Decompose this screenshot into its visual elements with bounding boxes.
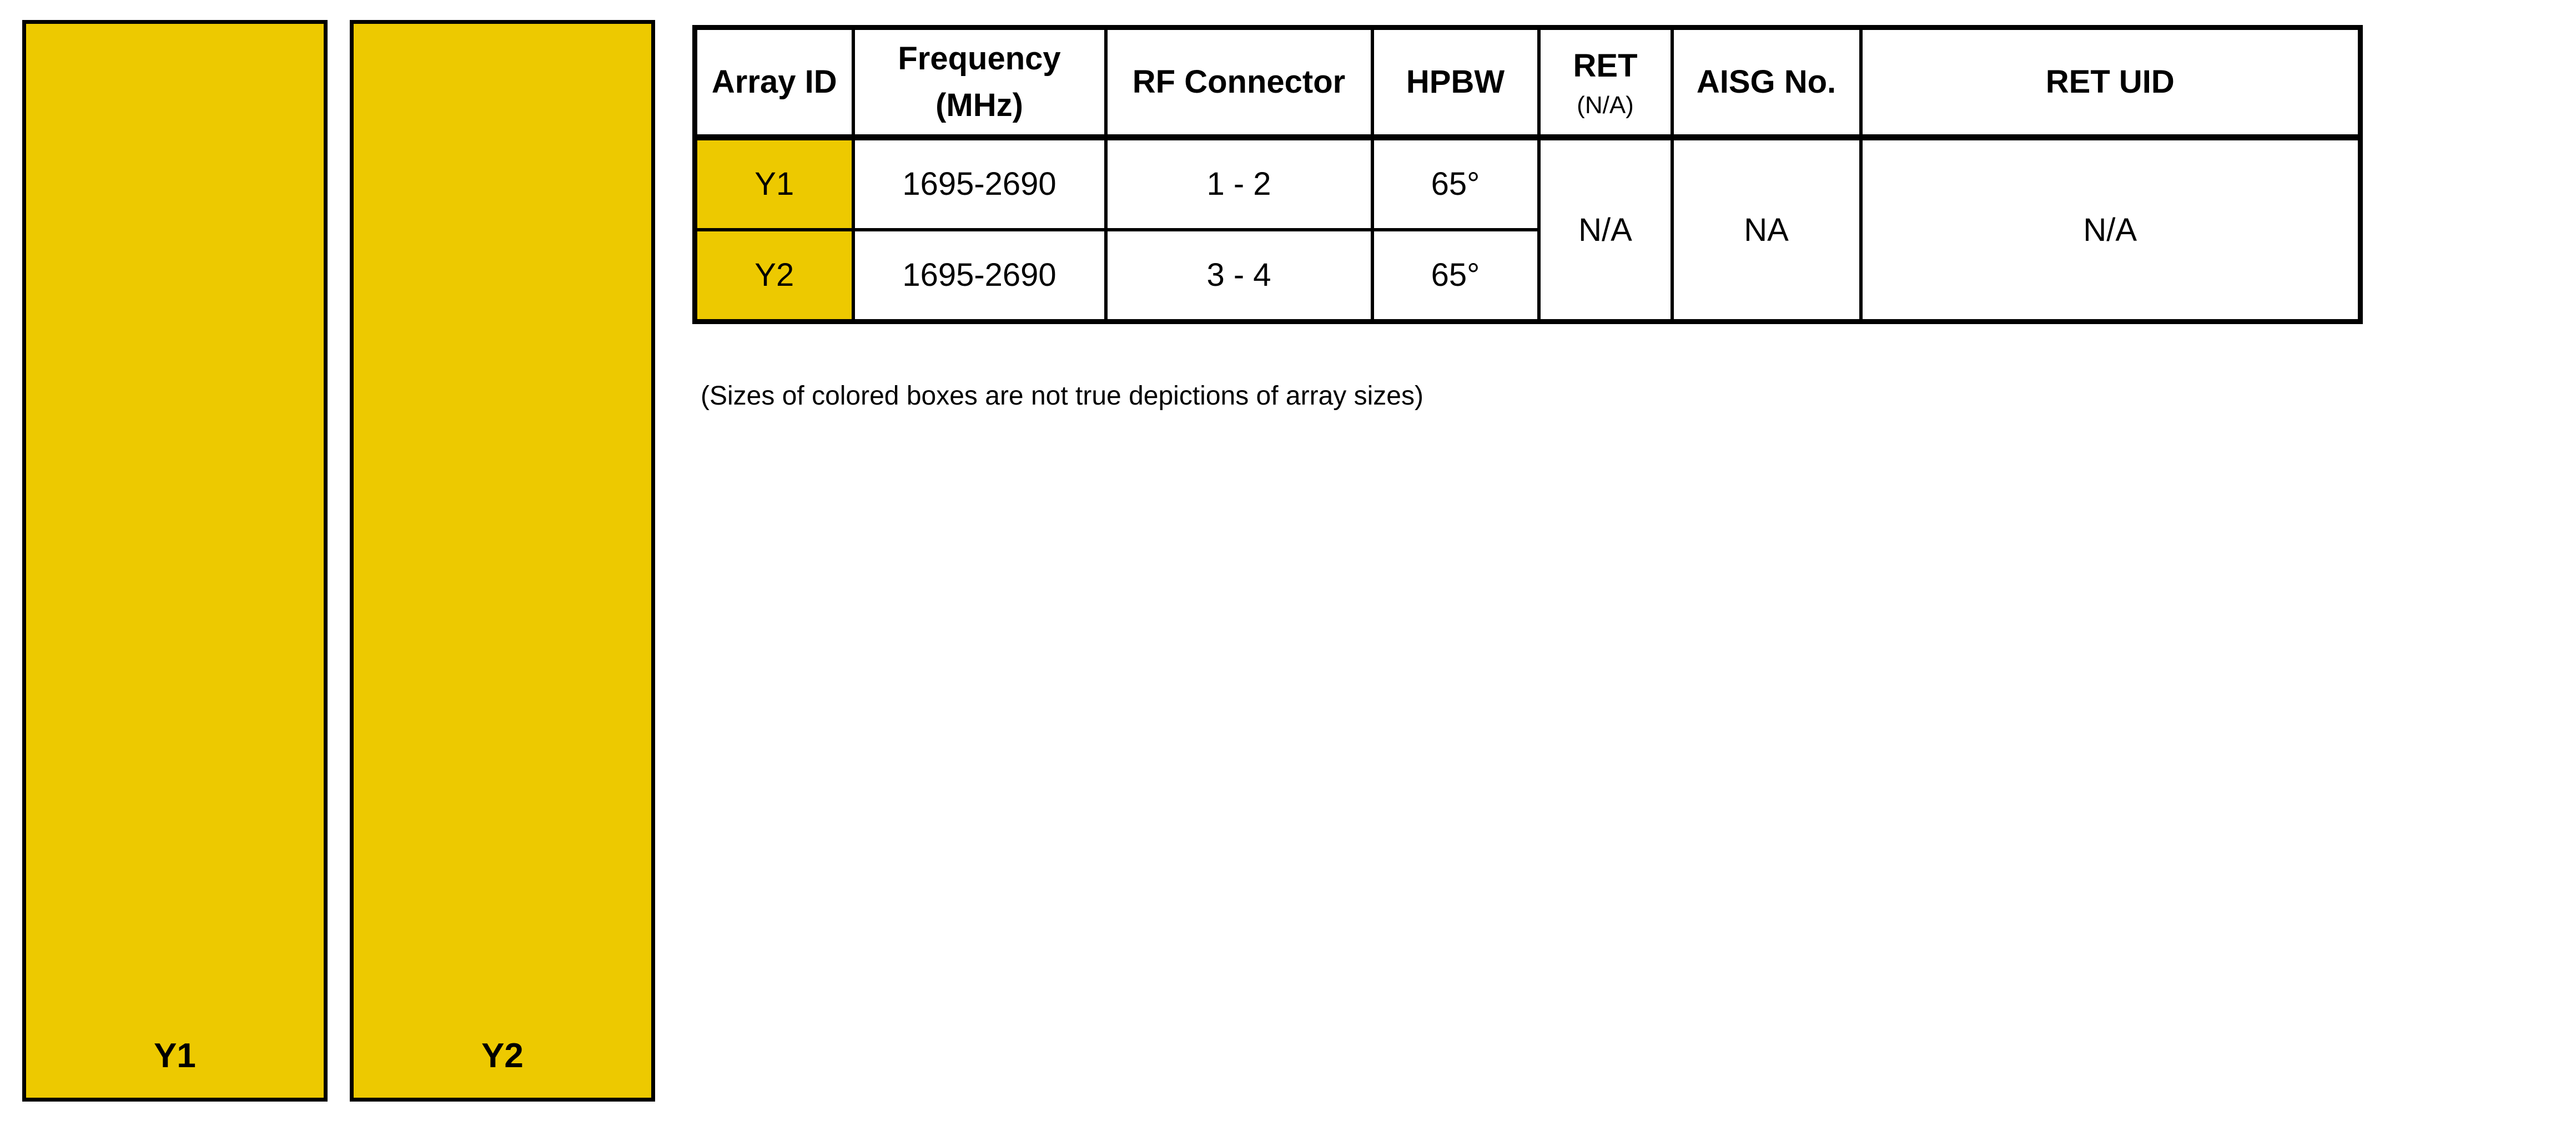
col-header-aisg-no-label: AISG No. (1696, 63, 1837, 100)
cell-merged-ret: N/A (1537, 135, 1674, 324)
cell-merged-ret-uid: N/A (1859, 135, 2362, 324)
array-box-y2: Y2 (350, 20, 655, 1102)
table-row-y2: Y2 1695-2690 3 - 4 65° (693, 228, 2361, 324)
cell-y1-frequency: 1695-2690 (851, 135, 1108, 231)
cell-y2-frequency: 1695-2690 (851, 228, 1108, 324)
col-header-frequency-unit: (MHz) (935, 87, 1023, 123)
col-header-aisg-no: AISG No. (1670, 26, 1863, 140)
col-header-ret: RET (N/A) (1537, 26, 1674, 140)
cell-y2-hpbw: 65° (1370, 228, 1541, 324)
col-header-array-id: Array ID (693, 26, 855, 140)
array-size-note: (Sizes of colored boxes are not true dep… (701, 381, 1423, 411)
array-box-y1-label: Y1 (154, 1037, 196, 1075)
array-box-y2-label: Y2 (481, 1037, 524, 1075)
table-row-y1: Y1 1695-2690 1 - 2 65° N/A NA N/A (693, 135, 2362, 324)
cell-y2-array-id: Y2 (693, 228, 855, 324)
col-header-array-id-label: Array ID (711, 63, 837, 100)
cell-y1-array-id: Y1 (693, 135, 855, 231)
col-header-ret-sublabel: (N/A) (1577, 92, 1634, 119)
col-header-rf-connector: RF Connector (1104, 26, 1374, 140)
spec-table: Array ID Frequency (MHz) RF Connector HP… (692, 25, 2363, 324)
col-header-frequency: Frequency (MHz) (851, 26, 1108, 140)
cell-y1-hpbw: 65° (1370, 135, 1541, 231)
col-header-ret-label: RET (1573, 48, 1638, 84)
col-header-hpbw: HPBW (1370, 26, 1541, 140)
cell-y2-rf-connector: 3 - 4 (1104, 228, 1374, 324)
col-header-ret-uid-label: RET UID (2045, 63, 2175, 100)
cell-merged-aisg-no: NA (1670, 135, 1863, 324)
col-header-frequency-label: Frequency (898, 40, 1061, 77)
col-header-rf-connector-label: RF Connector (1132, 63, 1346, 100)
col-header-hpbw-label: HPBW (1406, 63, 1505, 100)
spec-table-header-row: Array ID Frequency (MHz) RF Connector HP… (693, 26, 2362, 140)
col-header-ret-uid: RET UID (1859, 26, 2362, 140)
array-box-y1: Y1 (22, 20, 328, 1102)
cell-y1-rf-connector: 1 - 2 (1104, 135, 1374, 231)
